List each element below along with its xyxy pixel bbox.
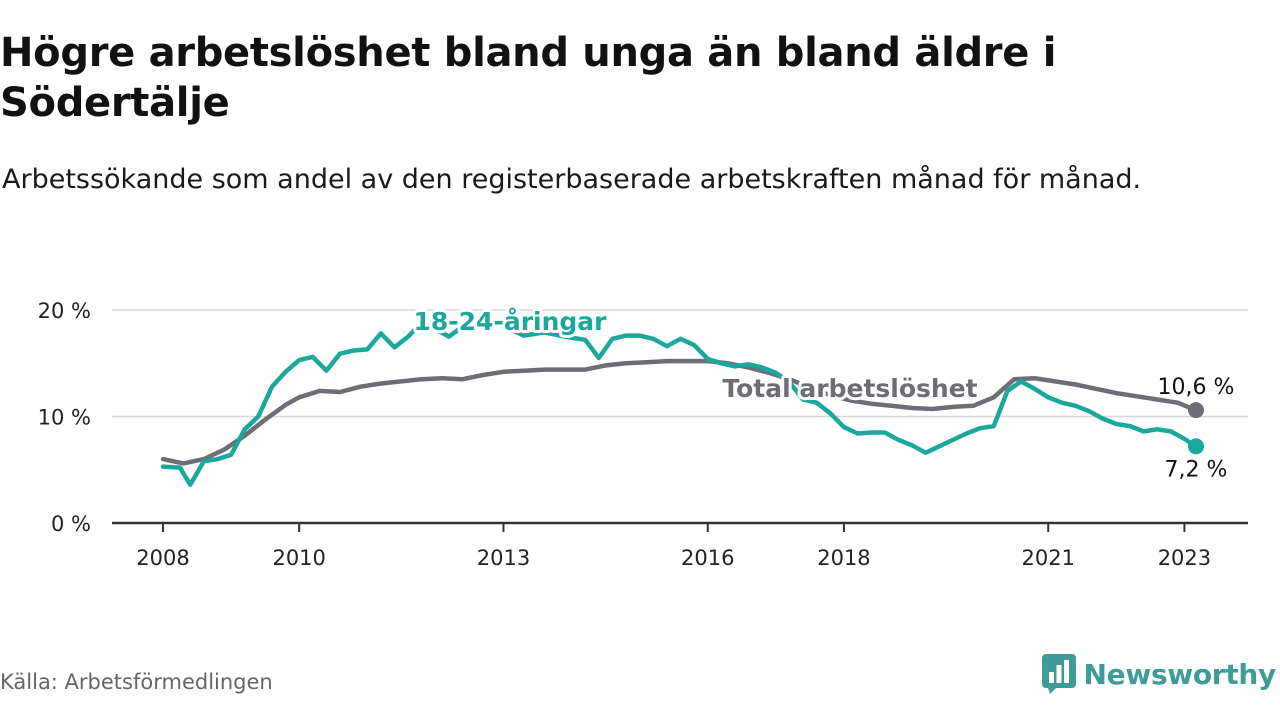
end-label-youth: 7,2 % <box>1165 457 1228 482</box>
series-line-youth <box>160 317 1199 487</box>
source-note: Källa: Arbetsförmedlingen <box>0 670 273 694</box>
chart-title: Högre arbetslöshet bland unga än bland ä… <box>0 30 1057 126</box>
bar-chart-icon <box>1041 654 1076 694</box>
x-tick-label: 2010 <box>272 546 325 570</box>
series-layer <box>160 317 1204 487</box>
end-point-youth <box>1188 438 1204 455</box>
x-tick-label: 2016 <box>681 546 734 570</box>
y-tick-label: 10 % <box>38 406 91 430</box>
axis-layer: 0 % 10 % 20 % 2008 2010 2013 2016 2018 2021 2023 <box>38 299 1248 570</box>
brand-name: Newsworthy <box>1083 657 1277 691</box>
x-tick-label: 2008 <box>136 546 189 570</box>
grid-layer <box>112 309 1248 418</box>
x-tick-label: 2021 <box>1022 546 1075 570</box>
x-tick-label: 2013 <box>477 546 530 570</box>
brand-logo[interactable]: Newsworthy <box>1041 654 1277 694</box>
series-label-youth: 18-24-åringar <box>414 307 608 336</box>
end-point-total <box>1188 402 1204 419</box>
y-tick-label: 0 % <box>51 512 91 536</box>
series-label-total: Total arbetslöshet <box>722 374 977 403</box>
line-chart: 0 %10 %20 %2008 2010 2013 2016 2018 2021 2023 … <box>38 299 1248 570</box>
series-line-total <box>160 358 1199 466</box>
end-label-total: 10,6 % <box>1158 375 1235 400</box>
x-tick-label: 2023 <box>1158 546 1211 570</box>
chart-subtitle: Arbetssökande som andel av den registerb… <box>2 164 1142 195</box>
x-tick-label: 2018 <box>817 546 870 570</box>
y-tick-label: 20 % <box>38 299 91 323</box>
label-layer: 7,2 % 10,6 % 18-24-åringar Total arbetslösh… <box>411 304 1237 485</box>
